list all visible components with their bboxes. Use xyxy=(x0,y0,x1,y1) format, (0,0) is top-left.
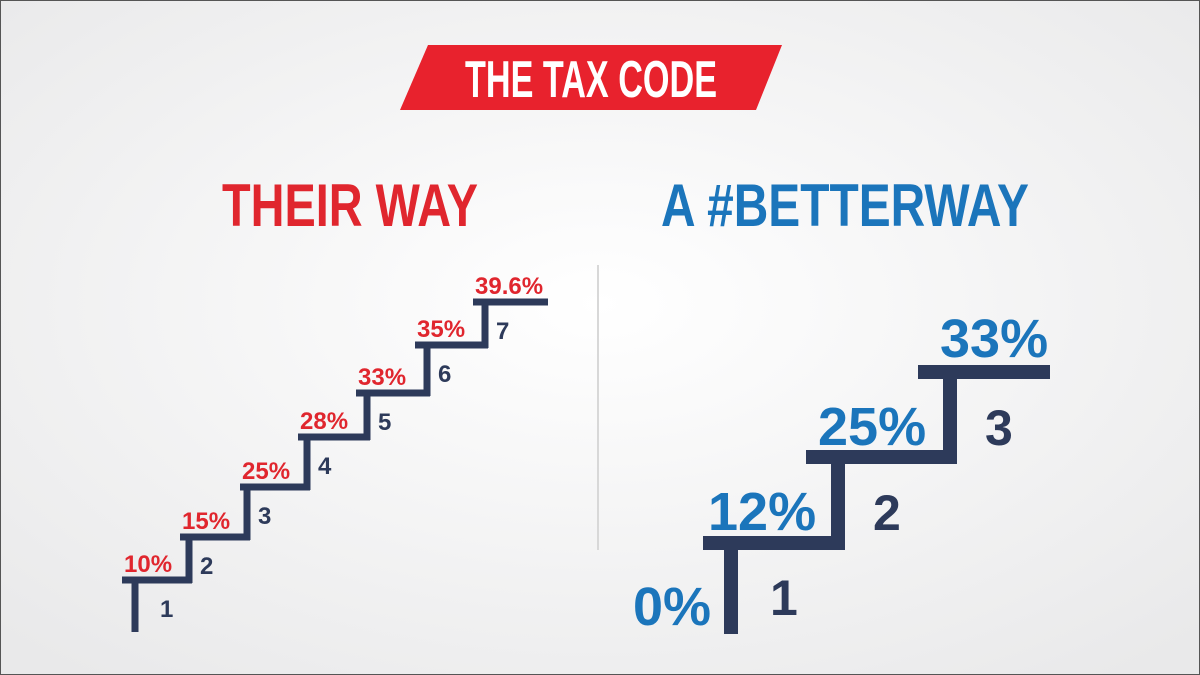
rate-label: 25% xyxy=(818,397,926,457)
bracket-number: 2 xyxy=(200,553,213,580)
bracket-number: 5 xyxy=(378,409,391,436)
bracket-number: 7 xyxy=(496,318,509,345)
rate-label: 28% xyxy=(300,408,348,435)
rate-label: 15% xyxy=(182,508,230,535)
bracket-number: 3 xyxy=(258,503,271,530)
right-title: A #BETTERWAY xyxy=(661,172,1029,239)
rate-label: 0% xyxy=(633,577,711,637)
rate-label: 35% xyxy=(417,316,465,343)
bracket-number: 6 xyxy=(438,361,451,388)
bracket-number: 3 xyxy=(985,400,1013,456)
banner-title: THE TAX CODE xyxy=(465,51,717,109)
stairs: 10% 1 15% 2 25% 3 28% 4 33% 5 35% 6 39.6% 7 0% 1 12% 2 25%… xyxy=(122,273,1050,637)
bracket-number: 1 xyxy=(770,570,798,626)
bracket-number: 2 xyxy=(873,485,901,541)
bracket-number: 4 xyxy=(318,453,332,480)
rate-label: 39.6% xyxy=(475,273,543,300)
rate-label: 12% xyxy=(708,482,816,542)
rate-label: 33% xyxy=(358,364,406,391)
banner xyxy=(400,45,782,110)
left-title: THEIR WAY xyxy=(222,172,478,239)
rate-label: 10% xyxy=(124,551,172,578)
bracket-number: 1 xyxy=(160,596,173,623)
rate-label: 25% xyxy=(242,458,290,485)
rate-label: 33% xyxy=(940,309,1048,369)
